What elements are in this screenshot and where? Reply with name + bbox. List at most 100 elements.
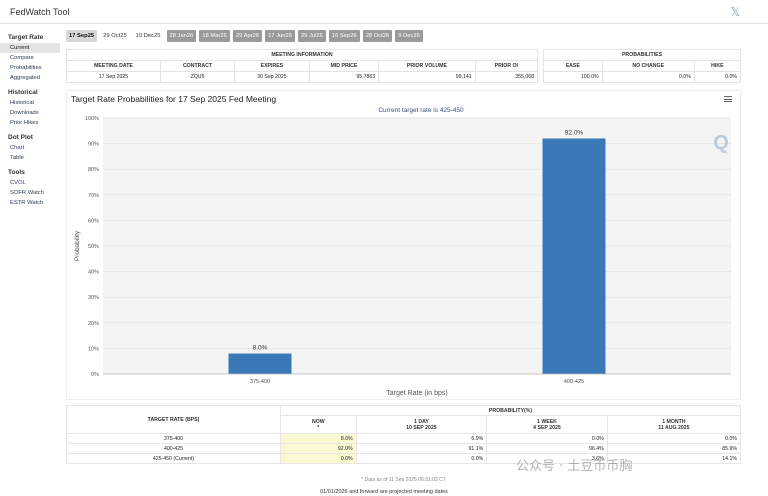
tab-29-jul26[interactable]: 29 Jul26: [297, 30, 326, 42]
watermark-text: 公众号 · 土豆币币胸: [516, 459, 633, 474]
sidebar-group-title: Historical: [8, 89, 38, 96]
bar-400-425[interactable]: [542, 138, 606, 374]
sidebar-group-title: Tools: [8, 169, 25, 176]
probability-column-header: 1 MONTH 11 AUG 2025: [606, 415, 742, 434]
y-axis-label: Probability: [74, 230, 81, 261]
probability-cell: 91.1%: [355, 443, 488, 454]
data-timestamp-note: * Data as of 11 Sep 2025 06:31:03 CT: [361, 477, 446, 483]
sidebar: Target Rate Current Compare Probabilities Ag…: [0, 28, 62, 496]
y-tick-label: 10%: [88, 346, 99, 352]
target-rate-cell: 400-425: [66, 443, 281, 454]
tab-17-jun26[interactable]: 17 Jun26: [265, 30, 295, 42]
probability-cell: 14.1%: [606, 453, 742, 464]
sidebar-group-title: Target Rate: [8, 34, 44, 41]
col-no-change: NO CHANGE: [601, 60, 695, 72]
sidebar-item-table[interactable]: Table: [10, 155, 24, 161]
target-rate-cell: 425-450 (Current): [66, 453, 281, 464]
probability-column-header: NOW *: [280, 415, 357, 434]
y-tick-label: 70%: [88, 193, 99, 199]
x-tick-label: 375-400: [250, 379, 270, 385]
column-sublabel: *: [317, 424, 320, 431]
bar-data-label: 92.0%: [565, 129, 584, 136]
sidebar-item-aggregated[interactable]: Aggregated: [10, 75, 40, 81]
sidebar-item-historical[interactable]: Historical: [10, 100, 34, 106]
sidebar-item-probabilities[interactable]: Probabilities: [10, 65, 42, 71]
column-label: NOW: [311, 418, 325, 425]
column-label: 1 MONTH: [662, 418, 686, 425]
prior-oi-value: 355,068: [474, 71, 539, 83]
y-tick-label: 50%: [88, 244, 99, 250]
sidebar-item-prior-hikes[interactable]: Prior Hikes: [10, 120, 39, 126]
contract-value: ZQU5: [159, 71, 236, 83]
column-label: 1 DAY: [414, 418, 429, 425]
expires-value: 30 Sep 2025: [234, 71, 310, 83]
tab-29-apr26[interactable]: 29 Apr26: [232, 30, 263, 42]
probability-column-header: 1 DAY 10 SEP 2025: [355, 415, 488, 434]
probability-cell: 92.0%: [280, 443, 357, 454]
probability-cell: 96.4%: [486, 443, 608, 454]
table-row: 400-425 92.0% 91.1% 96.4% 85.9%: [66, 443, 742, 454]
sidebar-item-compare[interactable]: Compare: [10, 55, 34, 61]
sidebar-item-cvol[interactable]: CVOL: [10, 180, 26, 186]
col-prior-volume: PRIOR VOLUME: [378, 60, 476, 72]
sidebar-item-current[interactable]: Current: [0, 43, 60, 53]
column-sublabel: 4 SEP 2025: [533, 424, 561, 431]
probability-cell: 85.9%: [606, 443, 742, 454]
col-prior-oi: PRIOR OI: [474, 60, 539, 72]
y-tick-label: 30%: [88, 295, 99, 301]
sidebar-item-downloads[interactable]: Downloads: [10, 110, 39, 116]
probability-cell: 0.0%: [355, 453, 488, 464]
chart-menu-icon[interactable]: [724, 96, 732, 102]
tab-18-mar26[interactable]: 18 Mar26: [199, 30, 230, 42]
sidebar-item-sofr-watch[interactable]: SOFR Watch: [10, 190, 44, 196]
sidebar-item-estr-watch[interactable]: ESTR Watch: [10, 200, 44, 206]
col-expires: EXPIRES: [234, 60, 310, 72]
y-tick-label: 90%: [88, 142, 99, 148]
x-axis-label: Target Rate (in bps): [386, 390, 447, 397]
sidebar-item-chart[interactable]: Chart: [10, 145, 25, 151]
target-rate-header: TARGET RATE (BPS): [66, 405, 281, 434]
tab-9-dec26[interactable]: 9 Dec26: [395, 30, 423, 42]
cme-logo-icon: Q: [713, 132, 729, 154]
col-hike: HIKE: [693, 60, 742, 72]
tab-28-jan26[interactable]: 28 Jan26: [166, 30, 197, 42]
bar-data-label: 8.0%: [253, 345, 268, 352]
chart-subtitle: Current target rate is 425-450: [378, 107, 464, 114]
tab-10-dec25[interactable]: 10 Dec25: [132, 30, 164, 42]
projected-dates-note: 01/01/2026 and forward are projected mee…: [320, 489, 448, 495]
target-rate-cell: 375-400: [66, 433, 281, 444]
probability-cell: 0.0%: [280, 453, 357, 464]
tab-16-sep26[interactable]: 16 Sep26: [328, 30, 360, 42]
meeting-info-header: MEETING INFORMATION: [66, 49, 538, 61]
meeting-tabs: 17 Sep25 29 Oct25 10 Dec25 28 Jan26 18 Mar26…: [66, 30, 423, 43]
y-tick-label: 20%: [88, 321, 99, 327]
y-tick-label: 100%: [85, 116, 99, 122]
y-tick-label: 60%: [88, 218, 99, 224]
col-ease: EASE: [543, 60, 603, 72]
bar-375-400[interactable]: [228, 353, 292, 374]
probability-history-table: TARGET RATE (BPS) PROBABILITY(%) NOW * 1 DAY…: [66, 405, 742, 464]
table-row: 425-450 (Current) 0.0% 0.0% 3.6% 14.1%: [66, 453, 742, 464]
probabilities-table: PROBABILITIES EASE NO CHANGE HIKE 100.0%…: [543, 49, 742, 83]
col-meeting-date: MEETING DATE: [66, 60, 161, 72]
tab-29-oct25[interactable]: 29 Oct25: [100, 30, 130, 42]
x-tick-label: 400-425: [564, 379, 584, 385]
close-icon[interactable]: 𝕏: [730, 5, 740, 19]
column-label: 1 WEEK: [537, 418, 557, 425]
col-contract: CONTRACT: [159, 60, 236, 72]
title-bar: FedWatch Tool 𝕏: [0, 0, 768, 24]
app-title: FedWatch Tool: [10, 7, 70, 17]
chart-title: Target Rate Probabilities for 17 Sep 202…: [71, 94, 277, 104]
table-row: 375-400 8.0% 6.9% 0.0% 0.0%: [66, 433, 742, 444]
probability-cell: 0.0%: [486, 433, 608, 444]
y-tick-label: 40%: [88, 270, 99, 276]
prior-volume-value: 99,141: [378, 71, 476, 83]
meeting-date-value: 17 Sep 2025: [66, 71, 161, 83]
probability-cell: 6.9%: [355, 433, 488, 444]
column-sublabel: 10 SEP 2025: [406, 424, 437, 431]
sidebar-group-title: Dot Plot: [8, 134, 33, 141]
tab-28-oct26[interactable]: 28 Oct26: [362, 30, 393, 42]
tab-17-sep25[interactable]: 17 Sep25: [66, 30, 98, 42]
y-tick-label: 0%: [91, 372, 99, 378]
column-sublabel: 11 AUG 2025: [658, 424, 690, 431]
